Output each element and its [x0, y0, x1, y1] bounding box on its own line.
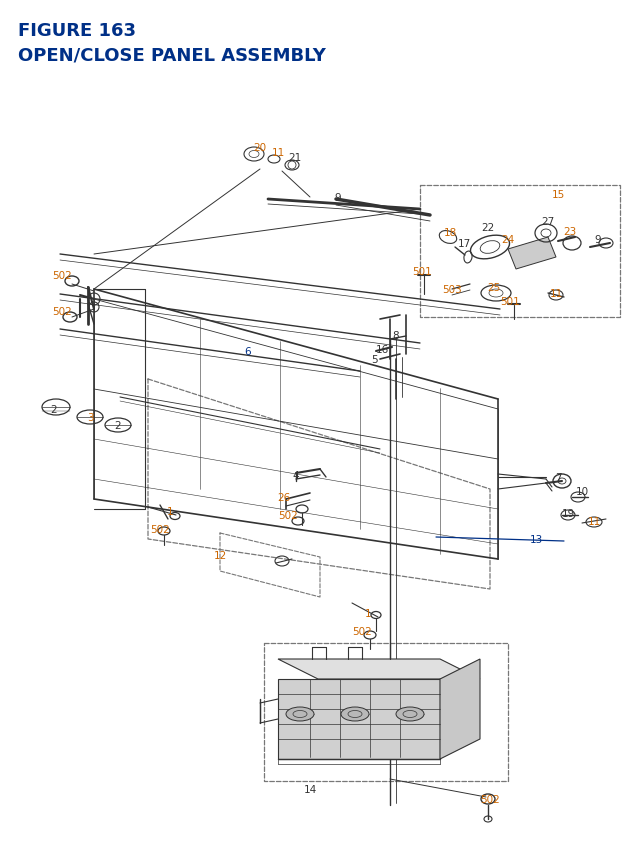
Text: 24: 24: [501, 235, 515, 245]
Text: 1: 1: [166, 506, 173, 517]
Text: 502: 502: [52, 270, 72, 281]
Text: 11: 11: [271, 148, 285, 158]
Text: 503: 503: [442, 285, 462, 294]
Text: 8: 8: [393, 331, 399, 341]
Text: 11: 11: [588, 517, 600, 526]
Text: 502: 502: [278, 511, 298, 520]
Text: 2: 2: [51, 405, 58, 414]
Text: 20: 20: [253, 143, 267, 152]
Text: 4: 4: [292, 470, 300, 480]
Text: 6: 6: [244, 347, 252, 356]
Text: 1: 1: [365, 608, 371, 618]
Text: 13: 13: [529, 535, 543, 544]
Text: OPEN/CLOSE PANEL ASSEMBLY: OPEN/CLOSE PANEL ASSEMBLY: [18, 47, 326, 65]
Ellipse shape: [396, 707, 424, 722]
Text: 21: 21: [289, 152, 301, 163]
Text: 501: 501: [500, 297, 520, 307]
Text: 11: 11: [549, 288, 563, 299]
Text: 502: 502: [150, 524, 170, 535]
Text: 14: 14: [303, 784, 317, 794]
Text: 10: 10: [575, 486, 589, 497]
Text: 16: 16: [376, 344, 388, 355]
Text: 7: 7: [555, 473, 561, 482]
Text: 502: 502: [52, 307, 72, 317]
Polygon shape: [278, 660, 480, 679]
Text: 3: 3: [86, 412, 93, 423]
Text: 26: 26: [277, 492, 291, 503]
Text: 502: 502: [352, 626, 372, 636]
Text: 23: 23: [563, 226, 577, 237]
Text: 15: 15: [552, 189, 564, 200]
Polygon shape: [508, 238, 556, 269]
Text: 12: 12: [213, 550, 227, 561]
Text: 2: 2: [115, 420, 122, 430]
Text: 19: 19: [561, 508, 575, 518]
Text: 9: 9: [335, 193, 341, 202]
Text: 17: 17: [458, 238, 470, 249]
Ellipse shape: [286, 707, 314, 722]
Text: 5: 5: [371, 355, 378, 364]
Text: FIGURE 163: FIGURE 163: [18, 22, 136, 40]
Ellipse shape: [341, 707, 369, 722]
Text: 501: 501: [412, 267, 432, 276]
Text: 22: 22: [481, 223, 495, 232]
Text: 25: 25: [488, 282, 500, 293]
Text: 9: 9: [595, 235, 602, 245]
Text: 502: 502: [480, 794, 500, 804]
Polygon shape: [440, 660, 480, 759]
Text: 27: 27: [541, 217, 555, 226]
Text: 18: 18: [444, 228, 456, 238]
Polygon shape: [278, 679, 440, 759]
